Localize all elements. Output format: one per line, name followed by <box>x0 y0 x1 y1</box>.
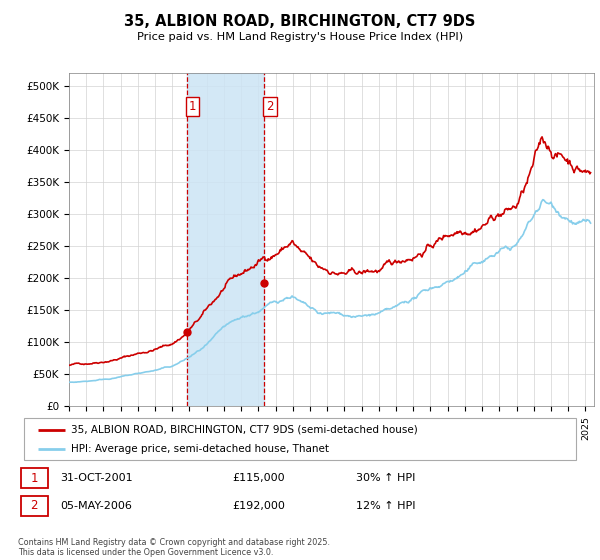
Text: 31-OCT-2001: 31-OCT-2001 <box>60 473 133 483</box>
Text: 2: 2 <box>31 500 38 512</box>
Bar <box>187 73 265 406</box>
Text: £192,000: £192,000 <box>232 501 285 511</box>
Text: 35, ALBION ROAD, BIRCHINGTON, CT7 9DS (semi-detached house): 35, ALBION ROAD, BIRCHINGTON, CT7 9DS (s… <box>71 424 418 435</box>
Bar <box>21 496 48 516</box>
Text: 05-MAY-2006: 05-MAY-2006 <box>60 501 132 511</box>
Text: 35, ALBION ROAD, BIRCHINGTON, CT7 9DS: 35, ALBION ROAD, BIRCHINGTON, CT7 9DS <box>124 14 476 29</box>
Text: Price paid vs. HM Land Registry's House Price Index (HPI): Price paid vs. HM Land Registry's House … <box>137 32 463 43</box>
Text: 1: 1 <box>188 100 196 113</box>
Text: 2: 2 <box>266 100 274 113</box>
Text: 30% ↑ HPI: 30% ↑ HPI <box>356 473 416 483</box>
Text: £115,000: £115,000 <box>232 473 285 483</box>
Text: 1: 1 <box>31 472 38 485</box>
Text: 12% ↑ HPI: 12% ↑ HPI <box>356 501 416 511</box>
Bar <box>21 468 48 488</box>
Text: Contains HM Land Registry data © Crown copyright and database right 2025.
This d: Contains HM Land Registry data © Crown c… <box>18 538 330 557</box>
Text: HPI: Average price, semi-detached house, Thanet: HPI: Average price, semi-detached house,… <box>71 444 329 454</box>
